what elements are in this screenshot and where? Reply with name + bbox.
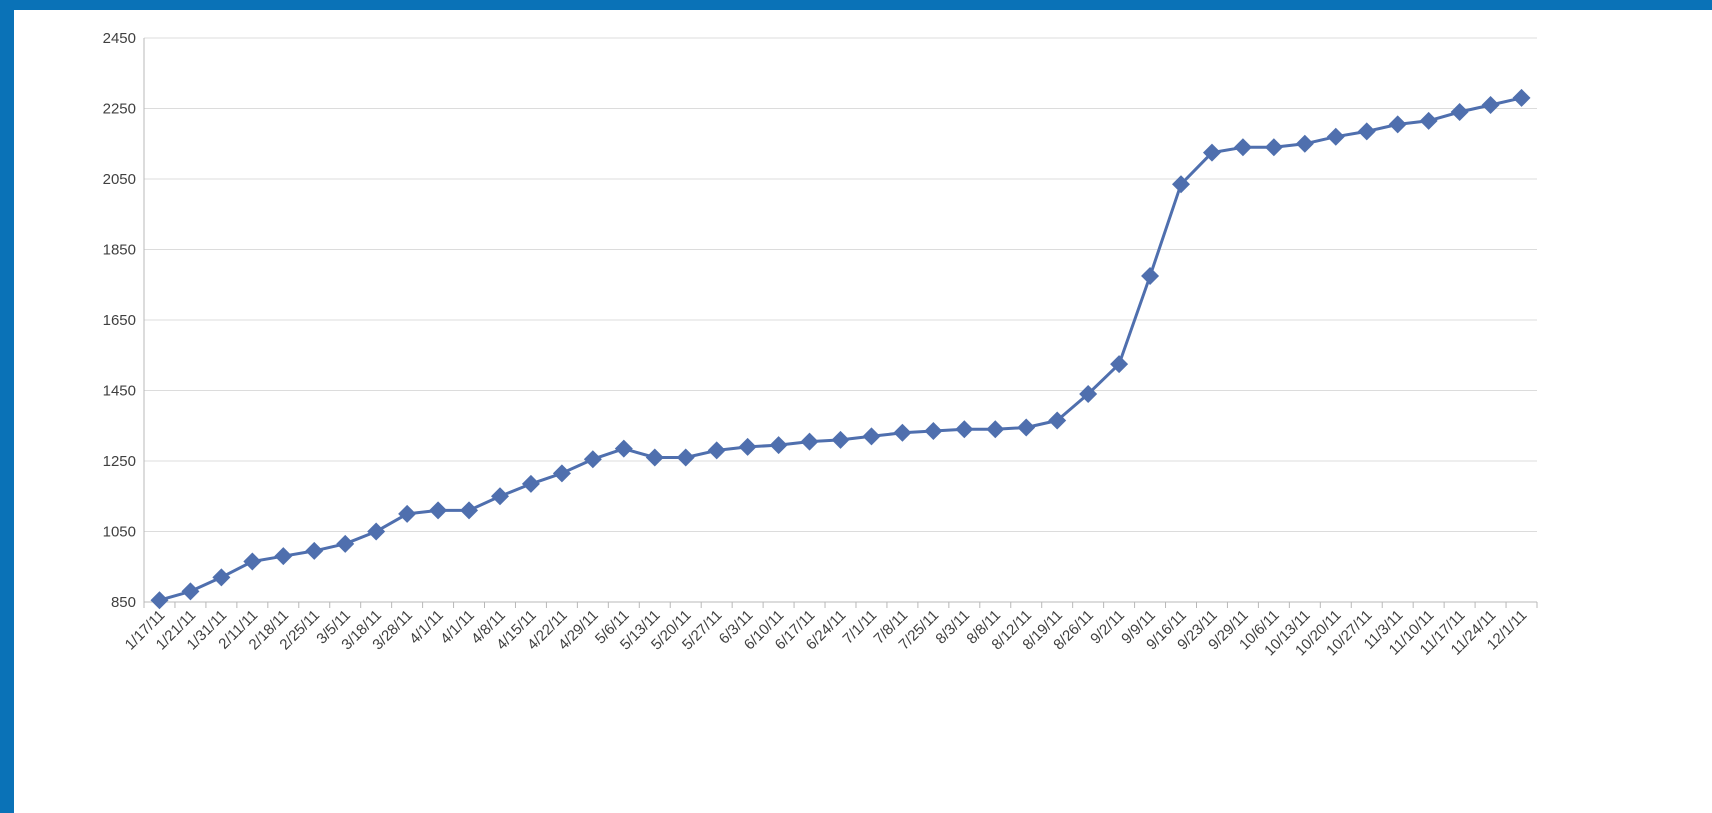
data-point-marker <box>521 474 540 493</box>
data-point-marker <box>336 534 355 553</box>
gridlines <box>144 37 1537 603</box>
data-point-marker <box>769 436 788 455</box>
data-point-marker <box>614 439 633 458</box>
data-point-marker <box>181 582 200 601</box>
chart-frame: 850 1050 1250 1450 1650 1850 2050 2250 2450 1/17… <box>14 10 1712 813</box>
x-tick-label: 4/1/11 <box>406 607 447 648</box>
data-point-marker <box>1264 138 1283 157</box>
data-point-marker <box>1512 88 1531 107</box>
data-point-marker <box>862 427 881 446</box>
series-group <box>150 88 1531 610</box>
y-tick-label-1250: 1250 <box>103 453 136 470</box>
data-point-marker <box>1388 115 1407 134</box>
data-point-marker <box>150 591 169 610</box>
data-point-marker <box>1017 418 1036 437</box>
data-point-marker <box>1172 175 1191 194</box>
data-point-marker <box>831 430 850 449</box>
data-point-marker <box>552 464 571 483</box>
data-point-marker <box>738 437 757 456</box>
data-point-marker <box>429 501 448 520</box>
data-point-marker <box>986 420 1005 439</box>
data-point-marker <box>1481 95 1500 114</box>
data-point-marker <box>490 487 509 506</box>
data-point-marker <box>800 432 819 451</box>
data-point-marker <box>1048 411 1067 430</box>
y-tick-label-1650: 1650 <box>103 312 136 329</box>
y-tick-label-1450: 1450 <box>103 383 136 400</box>
data-point-marker <box>398 504 417 523</box>
y-tick-label-2250: 2250 <box>103 101 136 118</box>
y-tick-label-1050: 1050 <box>103 524 136 541</box>
data-point-marker <box>1357 122 1376 141</box>
data-point-marker <box>212 568 231 587</box>
y-axis: 850 1050 1250 1450 1650 1850 2050 2250 2450 <box>103 30 145 611</box>
data-point-marker <box>676 448 695 467</box>
data-point-marker <box>645 448 664 467</box>
y-tick-label-2050: 2050 <box>103 171 136 188</box>
y-tick-label-850: 850 <box>111 594 136 611</box>
series-line <box>159 96 1522 602</box>
data-point-marker <box>893 423 912 442</box>
data-point-marker <box>1419 111 1438 130</box>
data-point-marker <box>1110 355 1129 374</box>
x-tick-label: 4/1/11 <box>437 607 478 648</box>
data-point-marker <box>1233 138 1252 157</box>
data-point-marker <box>460 501 479 520</box>
data-point-marker <box>1326 127 1345 146</box>
data-point-marker <box>955 420 974 439</box>
data-point-marker <box>1202 143 1221 162</box>
x-tick-label: 9/2/11 <box>1087 607 1128 648</box>
data-point-marker <box>1079 385 1098 404</box>
data-point-marker <box>274 547 293 566</box>
data-point-marker <box>707 441 726 460</box>
data-point-marker <box>1295 134 1314 153</box>
x-tick-label: 7/1/11 <box>840 607 881 648</box>
x-axis: 1/17/111/21/111/31/112/11/112/18/112/25/… <box>122 601 1538 659</box>
data-point-marker <box>1141 266 1160 285</box>
data-point-marker <box>1450 103 1469 122</box>
data-point-marker <box>305 541 324 560</box>
line-chart: 850 1050 1250 1450 1650 1850 2050 2250 2450 1/17… <box>103 30 1538 659</box>
data-point-marker <box>367 522 386 541</box>
data-point-marker <box>243 552 262 571</box>
x-tick-label: 8/3/11 <box>932 607 973 648</box>
data-point-marker <box>583 450 602 469</box>
data-point-marker <box>924 422 943 441</box>
y-tick-label-1850: 1850 <box>103 242 136 259</box>
y-tick-label-2450: 2450 <box>103 30 136 47</box>
